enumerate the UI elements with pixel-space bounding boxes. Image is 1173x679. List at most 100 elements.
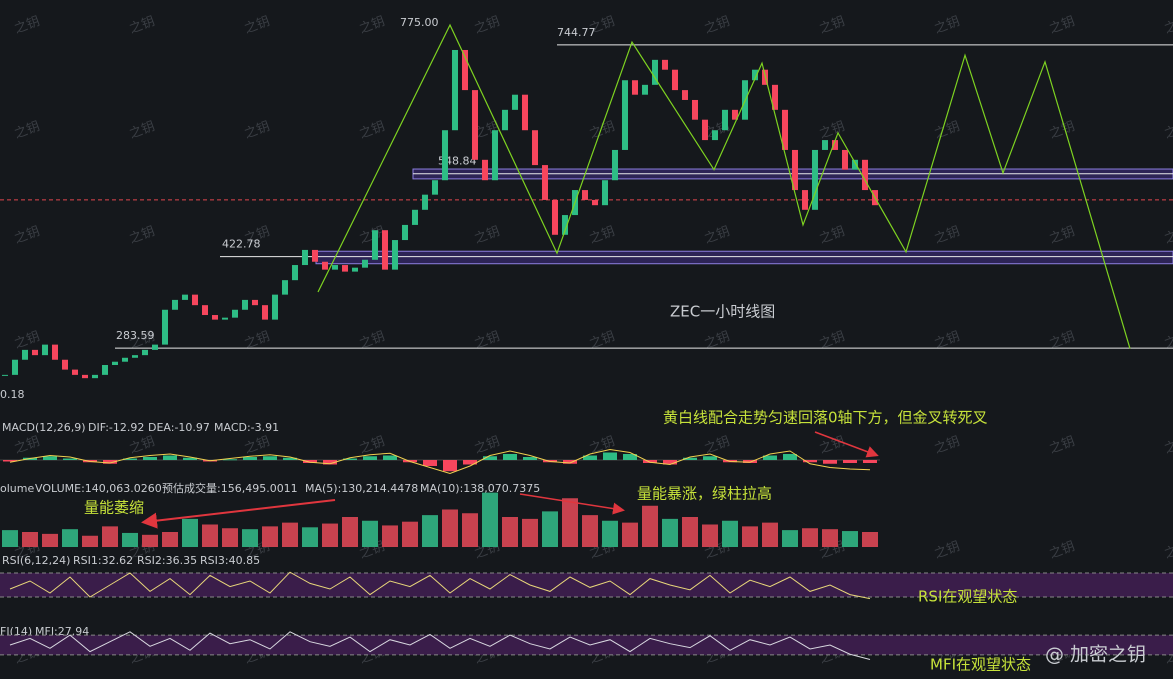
macd-bar (623, 454, 637, 460)
volume-bar (702, 524, 718, 547)
watermark: 之钥 (1047, 119, 1077, 142)
projection-line (317, 23, 1131, 349)
indicator-header: RSI2:36.35 (137, 554, 197, 567)
candle (732, 109, 738, 120)
macd-bar (343, 458, 357, 460)
watermark: 之钥 (127, 434, 157, 457)
candle (132, 355, 138, 358)
candle (462, 49, 468, 91)
volume-bar (422, 515, 438, 547)
band (0, 635, 1173, 655)
watermark: 之钥 (587, 119, 617, 142)
candle (202, 305, 208, 316)
watermark: 之钥 (12, 119, 42, 142)
candle (592, 199, 598, 206)
macd-bar (843, 460, 857, 463)
macd-bar (463, 460, 477, 465)
indicator-header: MACD(12,26,9) (2, 421, 86, 434)
candle (792, 149, 798, 191)
watermark: 之钥 (1162, 434, 1173, 457)
candle (32, 349, 38, 356)
macd-bar (423, 460, 437, 466)
candle (452, 49, 458, 131)
macd-bar (783, 454, 797, 460)
candle (142, 349, 148, 356)
candle (42, 344, 48, 356)
candle (542, 165, 548, 200)
candle (472, 90, 478, 160)
candle (272, 294, 278, 320)
candle (122, 357, 128, 362)
macd-bar (523, 457, 537, 460)
candle (512, 94, 518, 110)
candle (52, 344, 58, 360)
volume-bar (662, 518, 678, 547)
volume-bar (162, 532, 178, 547)
volume-bar (562, 498, 578, 547)
watermark: 之钥 (702, 224, 732, 247)
candle (292, 265, 298, 281)
indicator-header: 预估成交量:156,495.0011 (162, 481, 298, 495)
volume-bar (442, 509, 458, 547)
arrow (141, 499, 336, 529)
candle (242, 299, 248, 310)
candle (62, 359, 68, 370)
candle (72, 369, 78, 375)
indicator-line (9, 571, 871, 600)
logo: @ 加密之钥 (1045, 644, 1146, 666)
volume-bar (302, 527, 318, 547)
macd-bar (823, 460, 837, 464)
candle (212, 315, 218, 320)
candle (382, 230, 388, 270)
volume-bar (622, 522, 638, 547)
candle (102, 365, 108, 375)
indicator-header: RSI1:32.62 (73, 554, 133, 567)
macd-bar (223, 459, 237, 461)
candle (802, 190, 808, 210)
annotation: 量能暴涨，绿柱拉高 (637, 485, 772, 503)
volume-bar (822, 529, 838, 547)
candle (622, 80, 628, 150)
volume-bar (502, 517, 518, 547)
candle (162, 309, 168, 345)
candle (612, 149, 618, 181)
candle (552, 199, 558, 235)
volume-bar (762, 522, 778, 547)
watermark: 之钥 (1162, 329, 1173, 352)
low-label: 0.18 (0, 388, 25, 401)
macd-bar (363, 456, 377, 460)
candle (152, 344, 158, 350)
volume-bar (342, 517, 358, 547)
candle (582, 190, 588, 200)
macd-bar (263, 456, 277, 460)
level-label: 775.00 (400, 16, 439, 29)
indicator-header: MA(5):130,214.4478 (305, 482, 418, 495)
candle (782, 109, 788, 150)
candle (112, 361, 118, 366)
indicator-header: MA(10):138,070.7375 (420, 482, 540, 495)
annotation: 量能萎缩 (84, 499, 144, 517)
candle (852, 159, 858, 170)
watermark: 之钥 (242, 434, 272, 457)
candle (642, 84, 648, 95)
watermark: 之钥 (587, 224, 617, 247)
indicator-line (9, 631, 871, 661)
watermark: 之钥 (472, 224, 502, 247)
candle (812, 149, 818, 210)
candle (712, 130, 718, 141)
support-zone (315, 250, 1173, 265)
candle (692, 99, 698, 120)
macd-bar (483, 456, 497, 460)
volume-bar (462, 513, 478, 547)
volume-bar (142, 534, 158, 547)
candle (222, 317, 228, 320)
level-label: 283.59 (116, 329, 155, 342)
volume-bar (42, 533, 58, 547)
macd-bar (743, 460, 757, 463)
candle (322, 261, 328, 270)
candle (232, 309, 238, 318)
candle (262, 305, 268, 320)
watermark: 之钥 (1047, 434, 1077, 457)
macd-bar (703, 456, 717, 460)
